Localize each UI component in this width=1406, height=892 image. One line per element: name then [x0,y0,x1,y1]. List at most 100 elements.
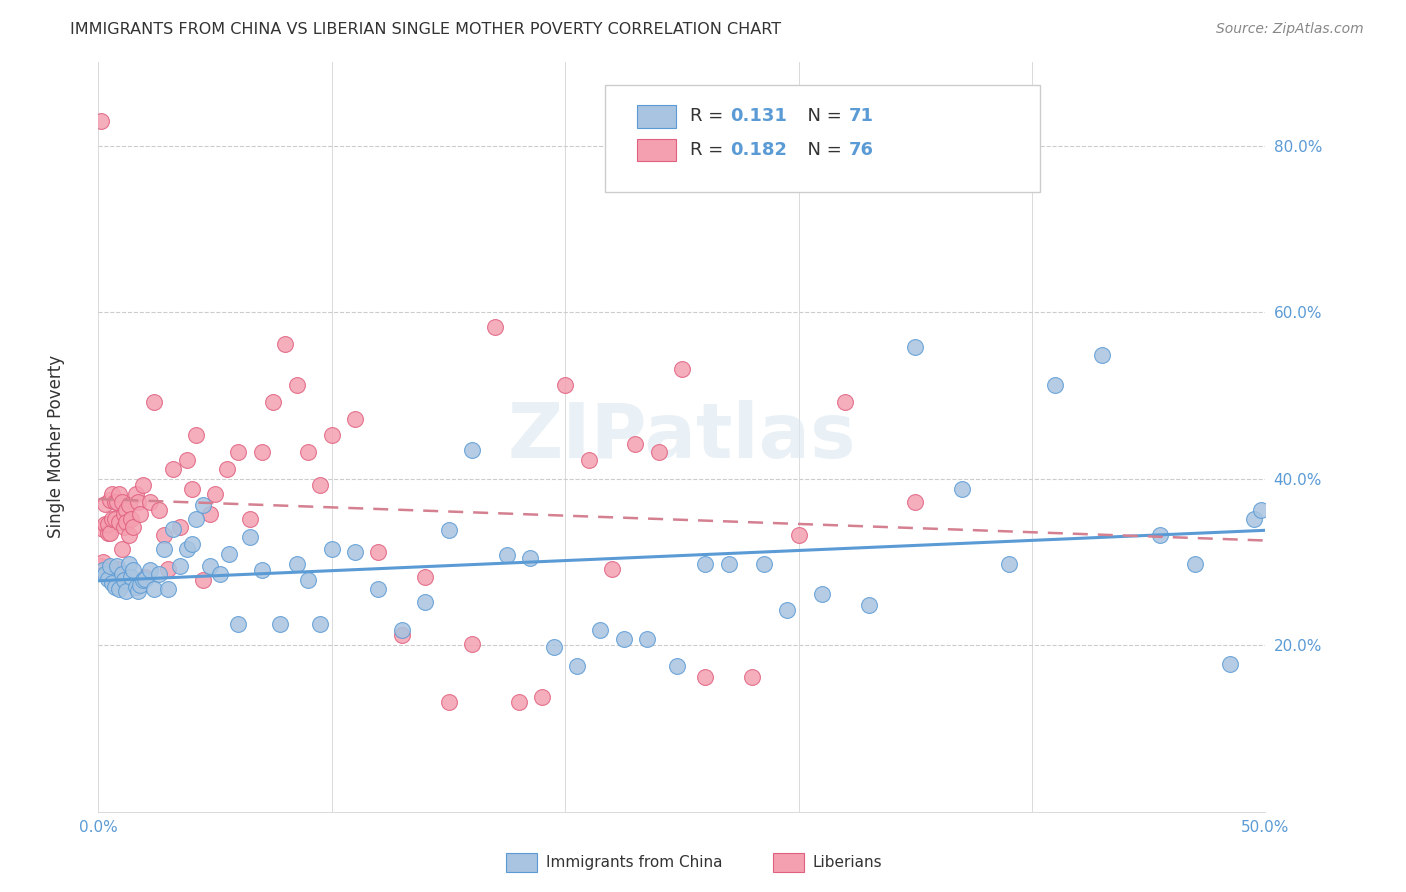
Text: 71: 71 [849,107,875,125]
Point [200,507,222,521]
Point [695,670,717,684]
Point [904,340,927,354]
Point [157,561,180,575]
Point [105,495,128,509]
Point [695,557,717,571]
Point [1184,557,1206,571]
Point [91,522,114,536]
Point [666,659,689,673]
Point [101,486,124,500]
Point [344,411,367,425]
Point [215,461,238,475]
Point [129,507,152,521]
Text: N =: N = [796,107,848,125]
Point [139,563,162,577]
Point [496,549,519,563]
Point [101,575,124,590]
Point [111,567,134,582]
Point [152,528,174,542]
Point [112,574,135,588]
Point [636,632,658,646]
Point [671,361,693,376]
Point [285,557,308,571]
Point [297,574,319,588]
Text: R =: R = [690,107,730,125]
Text: Immigrants from China: Immigrants from China [546,855,723,870]
Point [413,570,436,584]
Point [132,478,155,492]
Point [108,515,131,529]
Point [834,395,856,409]
Point [148,567,170,582]
Point [950,482,973,496]
Point [274,336,297,351]
Point [162,461,184,475]
Point [169,520,191,534]
Point [519,550,541,565]
Point [125,580,148,594]
Text: Liberians: Liberians [813,855,883,870]
Point [589,624,612,638]
Point [239,511,262,525]
Point [176,453,198,467]
Point [120,570,142,584]
Point [1219,657,1241,671]
Point [98,525,121,540]
Point [624,436,647,450]
Point [180,536,202,550]
Point [239,530,262,544]
Point [1091,349,1114,363]
Point [811,586,834,600]
Point [554,378,576,392]
Point [367,582,389,596]
Point [508,695,530,709]
Point [115,503,138,517]
Point [218,547,240,561]
Point [108,582,131,596]
Text: ZIPatlas: ZIPatlas [508,401,856,474]
Point [104,495,127,509]
Point [904,495,927,509]
Point [741,670,763,684]
Point [565,659,588,673]
Point [169,559,191,574]
Point [127,495,149,509]
Point [461,442,484,457]
Text: N =: N = [796,141,848,159]
Point [97,572,120,586]
Point [1149,528,1171,542]
Point [125,486,148,500]
Point [152,542,174,557]
Point [105,561,128,575]
Point [297,445,319,459]
Point [391,628,413,642]
Point [143,395,166,409]
Point [98,492,121,507]
Point [108,486,131,500]
Text: 76: 76 [849,141,875,159]
Point [180,482,202,496]
Point [97,525,120,540]
Point [461,636,484,650]
Point [250,445,273,459]
Point [285,378,308,392]
Point [122,520,145,534]
Text: IMMIGRANTS FROM CHINA VS LIBERIAN SINGLE MOTHER POVERTY CORRELATION CHART: IMMIGRANTS FROM CHINA VS LIBERIAN SINGLE… [70,22,782,37]
Point [157,582,180,596]
Point [105,559,128,574]
Point [200,559,222,574]
Point [269,617,291,632]
Text: 0.131: 0.131 [730,107,786,125]
Point [543,640,565,654]
Point [94,517,117,532]
Point [118,528,141,542]
Point [344,545,367,559]
Point [134,572,156,586]
Point [120,511,142,525]
Point [94,567,117,582]
Point [118,557,141,571]
Point [118,499,141,513]
Point [578,453,600,467]
Point [112,507,135,521]
Point [321,542,343,557]
